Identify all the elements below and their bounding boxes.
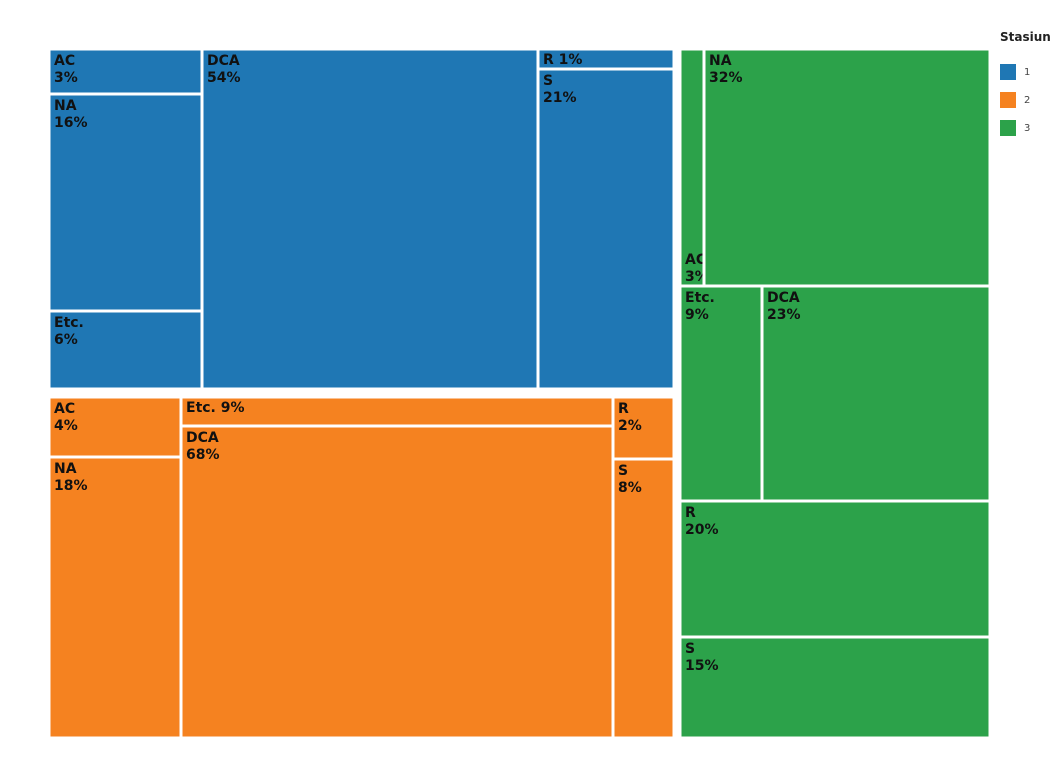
tile-value-1-na: 16% xyxy=(54,115,88,131)
tile-label-1-etc: Etc. xyxy=(54,315,84,331)
tile-1-s xyxy=(536,67,676,391)
tile-label-2-s: S xyxy=(618,463,628,479)
legend-item-2: 2 xyxy=(1000,86,1062,114)
tile-value-1-dca: 54% xyxy=(207,70,241,86)
legend-item-1: 1 xyxy=(1000,58,1062,86)
legend-label-1: 1 xyxy=(1024,66,1031,78)
tile-label-2-etc: Etc. 9% xyxy=(186,400,245,416)
tile-label-3-dca: DCA xyxy=(767,290,800,306)
tile-label-2-na: NA xyxy=(54,461,77,477)
tile-label-2-dca: DCA xyxy=(186,430,219,446)
tile-value-1-ac: 3% xyxy=(54,70,78,86)
legend-label-3: 3 xyxy=(1024,122,1031,134)
tile-1-na xyxy=(47,92,204,313)
tile-3-ac xyxy=(678,47,706,288)
tile-value-3-na: 32% xyxy=(709,70,743,86)
tile-value-3-r: 20% xyxy=(685,522,719,538)
tile-2-dca xyxy=(179,424,615,740)
tile-label-1-s: S xyxy=(543,73,553,89)
legend: Stasiun 1 2 3 xyxy=(1000,30,1062,142)
legend-title: Stasiun xyxy=(1000,30,1051,44)
tile-value-1-s: 21% xyxy=(543,90,577,106)
tile-label-3-etc: Etc. xyxy=(685,290,715,306)
tile-3-na xyxy=(702,47,992,288)
tile-2-s xyxy=(611,457,676,740)
tile-label-1-na: NA xyxy=(54,98,77,114)
tile-value-3-s: 15% xyxy=(685,658,719,674)
tile-label-3-na: NA xyxy=(709,53,732,69)
legend-item-3: 3 xyxy=(1000,114,1062,142)
tile-label-1-r: R 1% xyxy=(543,52,582,68)
tile-label-2-r: R xyxy=(618,401,629,417)
tile-label-2-ac: AC xyxy=(54,401,75,417)
tile-value-3-etc: 9% xyxy=(685,307,709,323)
legend-swatch-2 xyxy=(1000,92,1016,108)
tile-label-3-ac: AC xyxy=(685,252,706,268)
tile-3-etc xyxy=(678,284,764,503)
tile-value-2-dca: 68% xyxy=(186,447,220,463)
legend-swatch-3 xyxy=(1000,120,1016,136)
tile-label-3-r: R xyxy=(685,505,696,521)
tile-2-etc xyxy=(179,395,615,428)
tile-value-2-s: 8% xyxy=(618,480,642,496)
tile-1-etc xyxy=(47,309,204,391)
tile-value-2-na: 18% xyxy=(54,478,88,494)
tile-label-1-dca: DCA xyxy=(207,53,240,69)
tile-3-r xyxy=(678,499,992,639)
tile-label-1-ac: AC xyxy=(54,53,75,69)
tile-1-dca xyxy=(200,47,540,391)
tile-2-na xyxy=(47,455,183,740)
legend-swatch-1 xyxy=(1000,64,1016,80)
tile-value-2-r: 2% xyxy=(618,418,642,434)
legend-label-2: 2 xyxy=(1024,94,1031,106)
tile-3-s xyxy=(678,635,992,740)
tile-value-2-ac: 4% xyxy=(54,418,78,434)
tile-value-1-etc: 6% xyxy=(54,332,78,348)
tile-value-3-dca: 23% xyxy=(767,307,801,323)
tile-label-3-s: S xyxy=(685,641,695,657)
